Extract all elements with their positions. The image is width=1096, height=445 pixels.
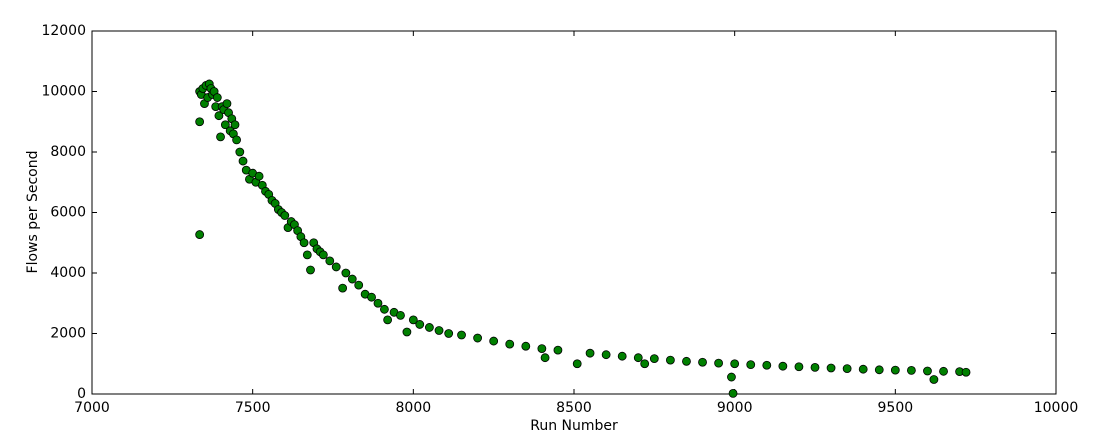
point bbox=[826, 363, 836, 373]
point bbox=[617, 351, 627, 361]
x-tick-label: 9500 bbox=[878, 400, 914, 416]
point bbox=[961, 367, 971, 377]
x-tick-label: 7000 bbox=[74, 400, 110, 416]
plot-frame bbox=[91, 30, 1057, 395]
point bbox=[408, 315, 418, 325]
point bbox=[505, 339, 515, 349]
point bbox=[220, 120, 230, 130]
y-tick-label: 10000 bbox=[41, 84, 86, 100]
point bbox=[373, 298, 383, 308]
point bbox=[402, 327, 412, 337]
point bbox=[633, 353, 643, 363]
x-tick-label: 9000 bbox=[717, 400, 753, 416]
y-tick-label: 8000 bbox=[50, 144, 86, 160]
point bbox=[318, 250, 328, 260]
point bbox=[341, 268, 351, 278]
point bbox=[842, 364, 852, 373]
point bbox=[890, 365, 900, 375]
point bbox=[730, 359, 740, 369]
point bbox=[666, 355, 675, 365]
y-tick-label: 12000 bbox=[41, 23, 86, 39]
point bbox=[338, 283, 348, 293]
point bbox=[306, 265, 315, 275]
point bbox=[238, 156, 248, 166]
point bbox=[331, 262, 341, 272]
point bbox=[212, 93, 222, 102]
point bbox=[794, 362, 804, 372]
point bbox=[325, 256, 335, 266]
point bbox=[540, 353, 550, 363]
point bbox=[923, 366, 932, 376]
y-tick-label: 4000 bbox=[50, 265, 86, 281]
point bbox=[299, 238, 309, 248]
y-axis-label: Flows per Second bbox=[25, 151, 41, 274]
point bbox=[537, 344, 547, 354]
point bbox=[649, 354, 659, 364]
point bbox=[195, 230, 205, 239]
point bbox=[810, 362, 820, 372]
point bbox=[254, 171, 264, 181]
point bbox=[444, 329, 454, 338]
point bbox=[778, 361, 788, 371]
point bbox=[232, 135, 242, 145]
point bbox=[601, 350, 611, 360]
point bbox=[489, 336, 499, 346]
point bbox=[640, 359, 650, 369]
point bbox=[929, 375, 939, 384]
point bbox=[521, 341, 531, 351]
point bbox=[728, 388, 738, 398]
x-tick-label: 10000 bbox=[1034, 400, 1079, 416]
point bbox=[858, 364, 868, 374]
point bbox=[195, 117, 205, 127]
point bbox=[698, 357, 707, 367]
point bbox=[585, 348, 595, 358]
point bbox=[347, 274, 357, 284]
point bbox=[396, 310, 405, 320]
point bbox=[354, 280, 364, 290]
point bbox=[383, 315, 393, 325]
point bbox=[380, 304, 389, 314]
x-tick-label: 8000 bbox=[396, 400, 432, 416]
x-axis-label: Run Number bbox=[530, 418, 618, 434]
point bbox=[473, 333, 483, 343]
point bbox=[214, 111, 224, 121]
point bbox=[553, 345, 563, 355]
point bbox=[235, 147, 245, 157]
point bbox=[222, 99, 232, 108]
point bbox=[907, 366, 916, 375]
point bbox=[230, 120, 240, 130]
point bbox=[280, 211, 290, 220]
x-tick-label: 7500 bbox=[235, 400, 271, 416]
point bbox=[762, 360, 772, 370]
point bbox=[727, 372, 736, 382]
point bbox=[939, 366, 948, 376]
point bbox=[874, 365, 884, 375]
point bbox=[434, 326, 444, 335]
point bbox=[302, 250, 312, 260]
point bbox=[415, 320, 425, 329]
y-tick-label: 0 bbox=[77, 386, 86, 402]
point bbox=[367, 292, 376, 302]
point bbox=[216, 132, 225, 142]
point bbox=[682, 356, 691, 366]
x-tick-label: 8500 bbox=[556, 400, 592, 416]
point bbox=[746, 360, 756, 370]
point bbox=[572, 359, 582, 369]
point bbox=[424, 323, 434, 332]
y-tick-label: 6000 bbox=[50, 205, 86, 221]
y-tick-label: 2000 bbox=[50, 326, 86, 342]
point bbox=[714, 358, 723, 368]
point bbox=[457, 330, 466, 340]
